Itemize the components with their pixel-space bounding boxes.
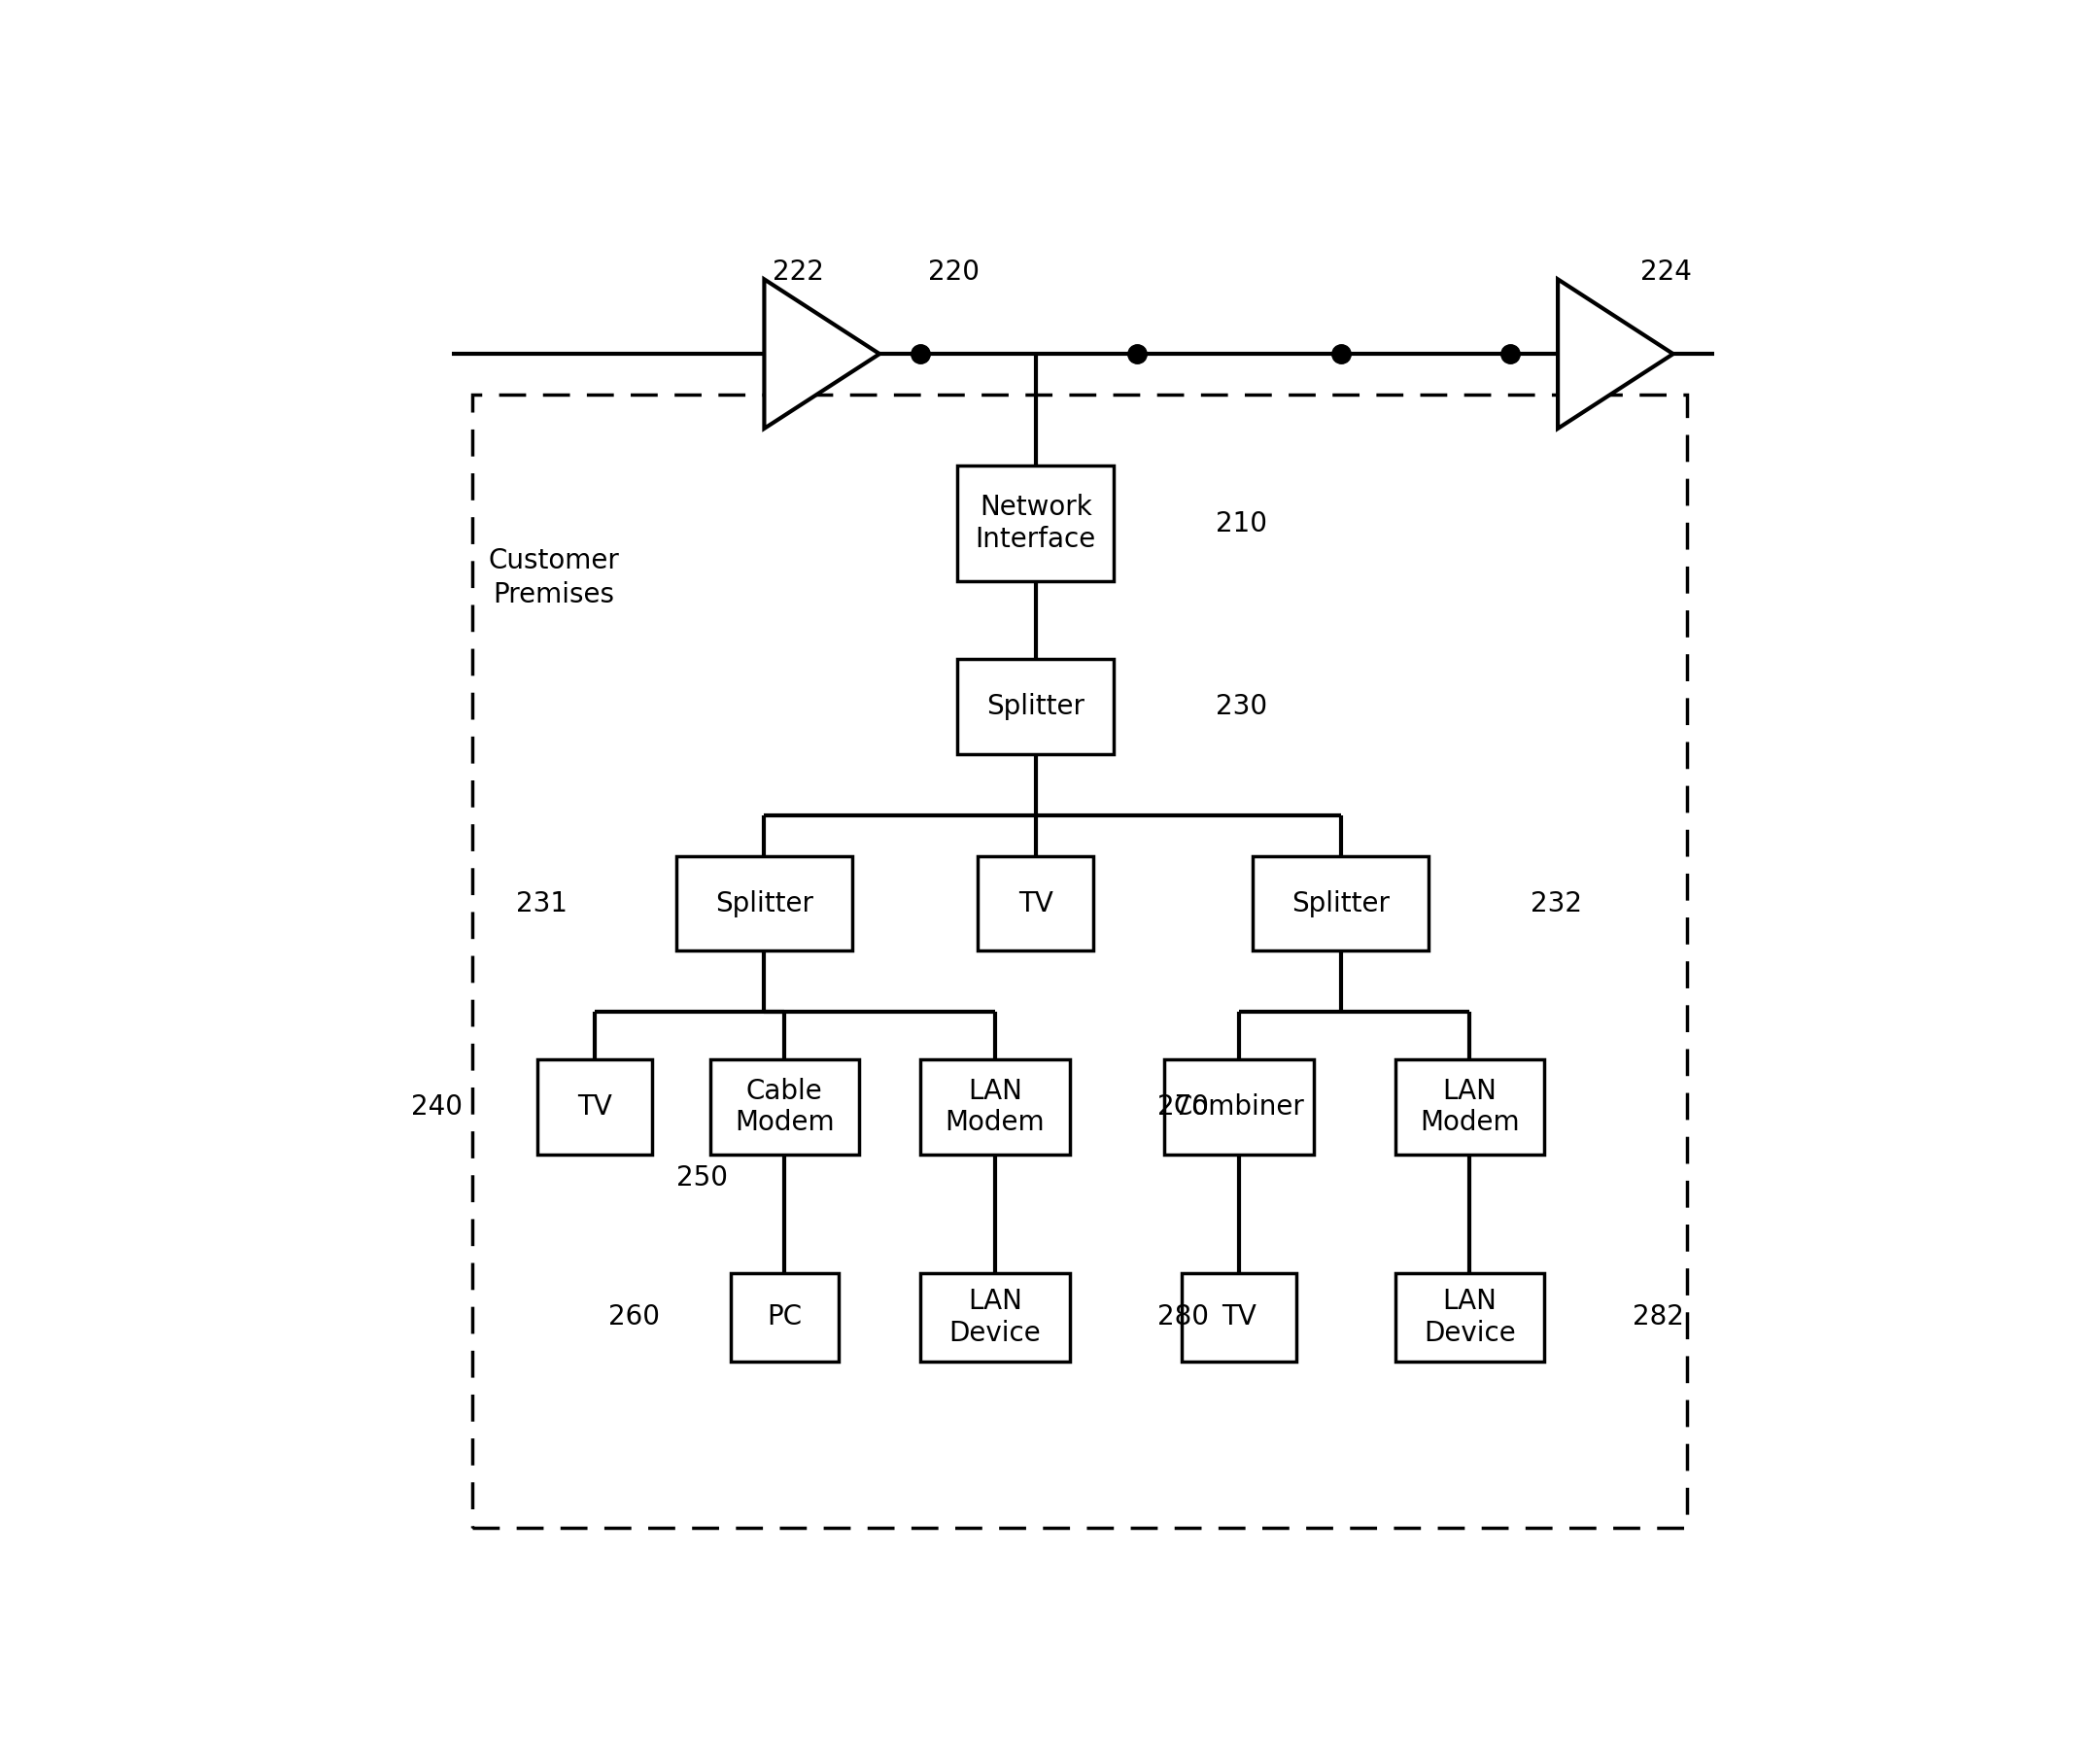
Text: 240: 240 <box>412 1092 462 1121</box>
Text: 224: 224 <box>1640 259 1693 285</box>
Text: 280: 280 <box>1157 1304 1210 1330</box>
Text: 210: 210 <box>1216 509 1266 537</box>
Text: TV: TV <box>1018 890 1052 916</box>
Bar <box>979 856 1094 951</box>
Text: 260: 260 <box>609 1304 659 1330</box>
Text: Customer
Premises: Customer Premises <box>489 548 620 608</box>
Text: 270: 270 <box>1157 1092 1210 1121</box>
Text: Combiner: Combiner <box>1174 1092 1304 1121</box>
Text: LAN
Device: LAN Device <box>1424 1288 1516 1346</box>
Polygon shape <box>1558 278 1674 428</box>
Text: LAN
Device: LAN Device <box>949 1288 1042 1346</box>
Bar <box>1252 856 1428 951</box>
Text: 222: 222 <box>773 259 823 285</box>
Text: Splitter: Splitter <box>716 890 813 916</box>
Text: LAN
Modem: LAN Modem <box>1420 1078 1520 1136</box>
Text: 250: 250 <box>676 1165 727 1191</box>
Text: 220: 220 <box>928 259 981 285</box>
Bar <box>1182 1274 1296 1362</box>
Text: 282: 282 <box>1632 1304 1684 1330</box>
Bar <box>538 1059 653 1154</box>
Text: Splitter: Splitter <box>1291 890 1390 916</box>
Text: Cable
Modem: Cable Modem <box>735 1078 834 1136</box>
Text: Splitter: Splitter <box>987 692 1084 721</box>
Polygon shape <box>764 278 880 428</box>
Text: TV: TV <box>578 1092 611 1121</box>
Text: 230: 230 <box>1216 692 1266 721</box>
Bar <box>1394 1059 1543 1154</box>
Bar <box>958 465 1113 581</box>
Text: LAN
Modem: LAN Modem <box>945 1078 1044 1136</box>
Bar <box>1163 1059 1315 1154</box>
Bar <box>472 395 1686 1528</box>
Bar <box>1394 1274 1543 1362</box>
Bar <box>920 1059 1069 1154</box>
Text: Network
Interface: Network Interface <box>974 493 1096 553</box>
Bar <box>710 1059 859 1154</box>
Bar <box>958 659 1113 754</box>
Bar <box>676 856 853 951</box>
Text: PC: PC <box>766 1304 802 1330</box>
Bar <box>920 1274 1069 1362</box>
Text: 232: 232 <box>1531 890 1581 916</box>
Text: TV: TV <box>1222 1304 1256 1330</box>
Text: 231: 231 <box>517 890 567 916</box>
Bar <box>731 1274 838 1362</box>
